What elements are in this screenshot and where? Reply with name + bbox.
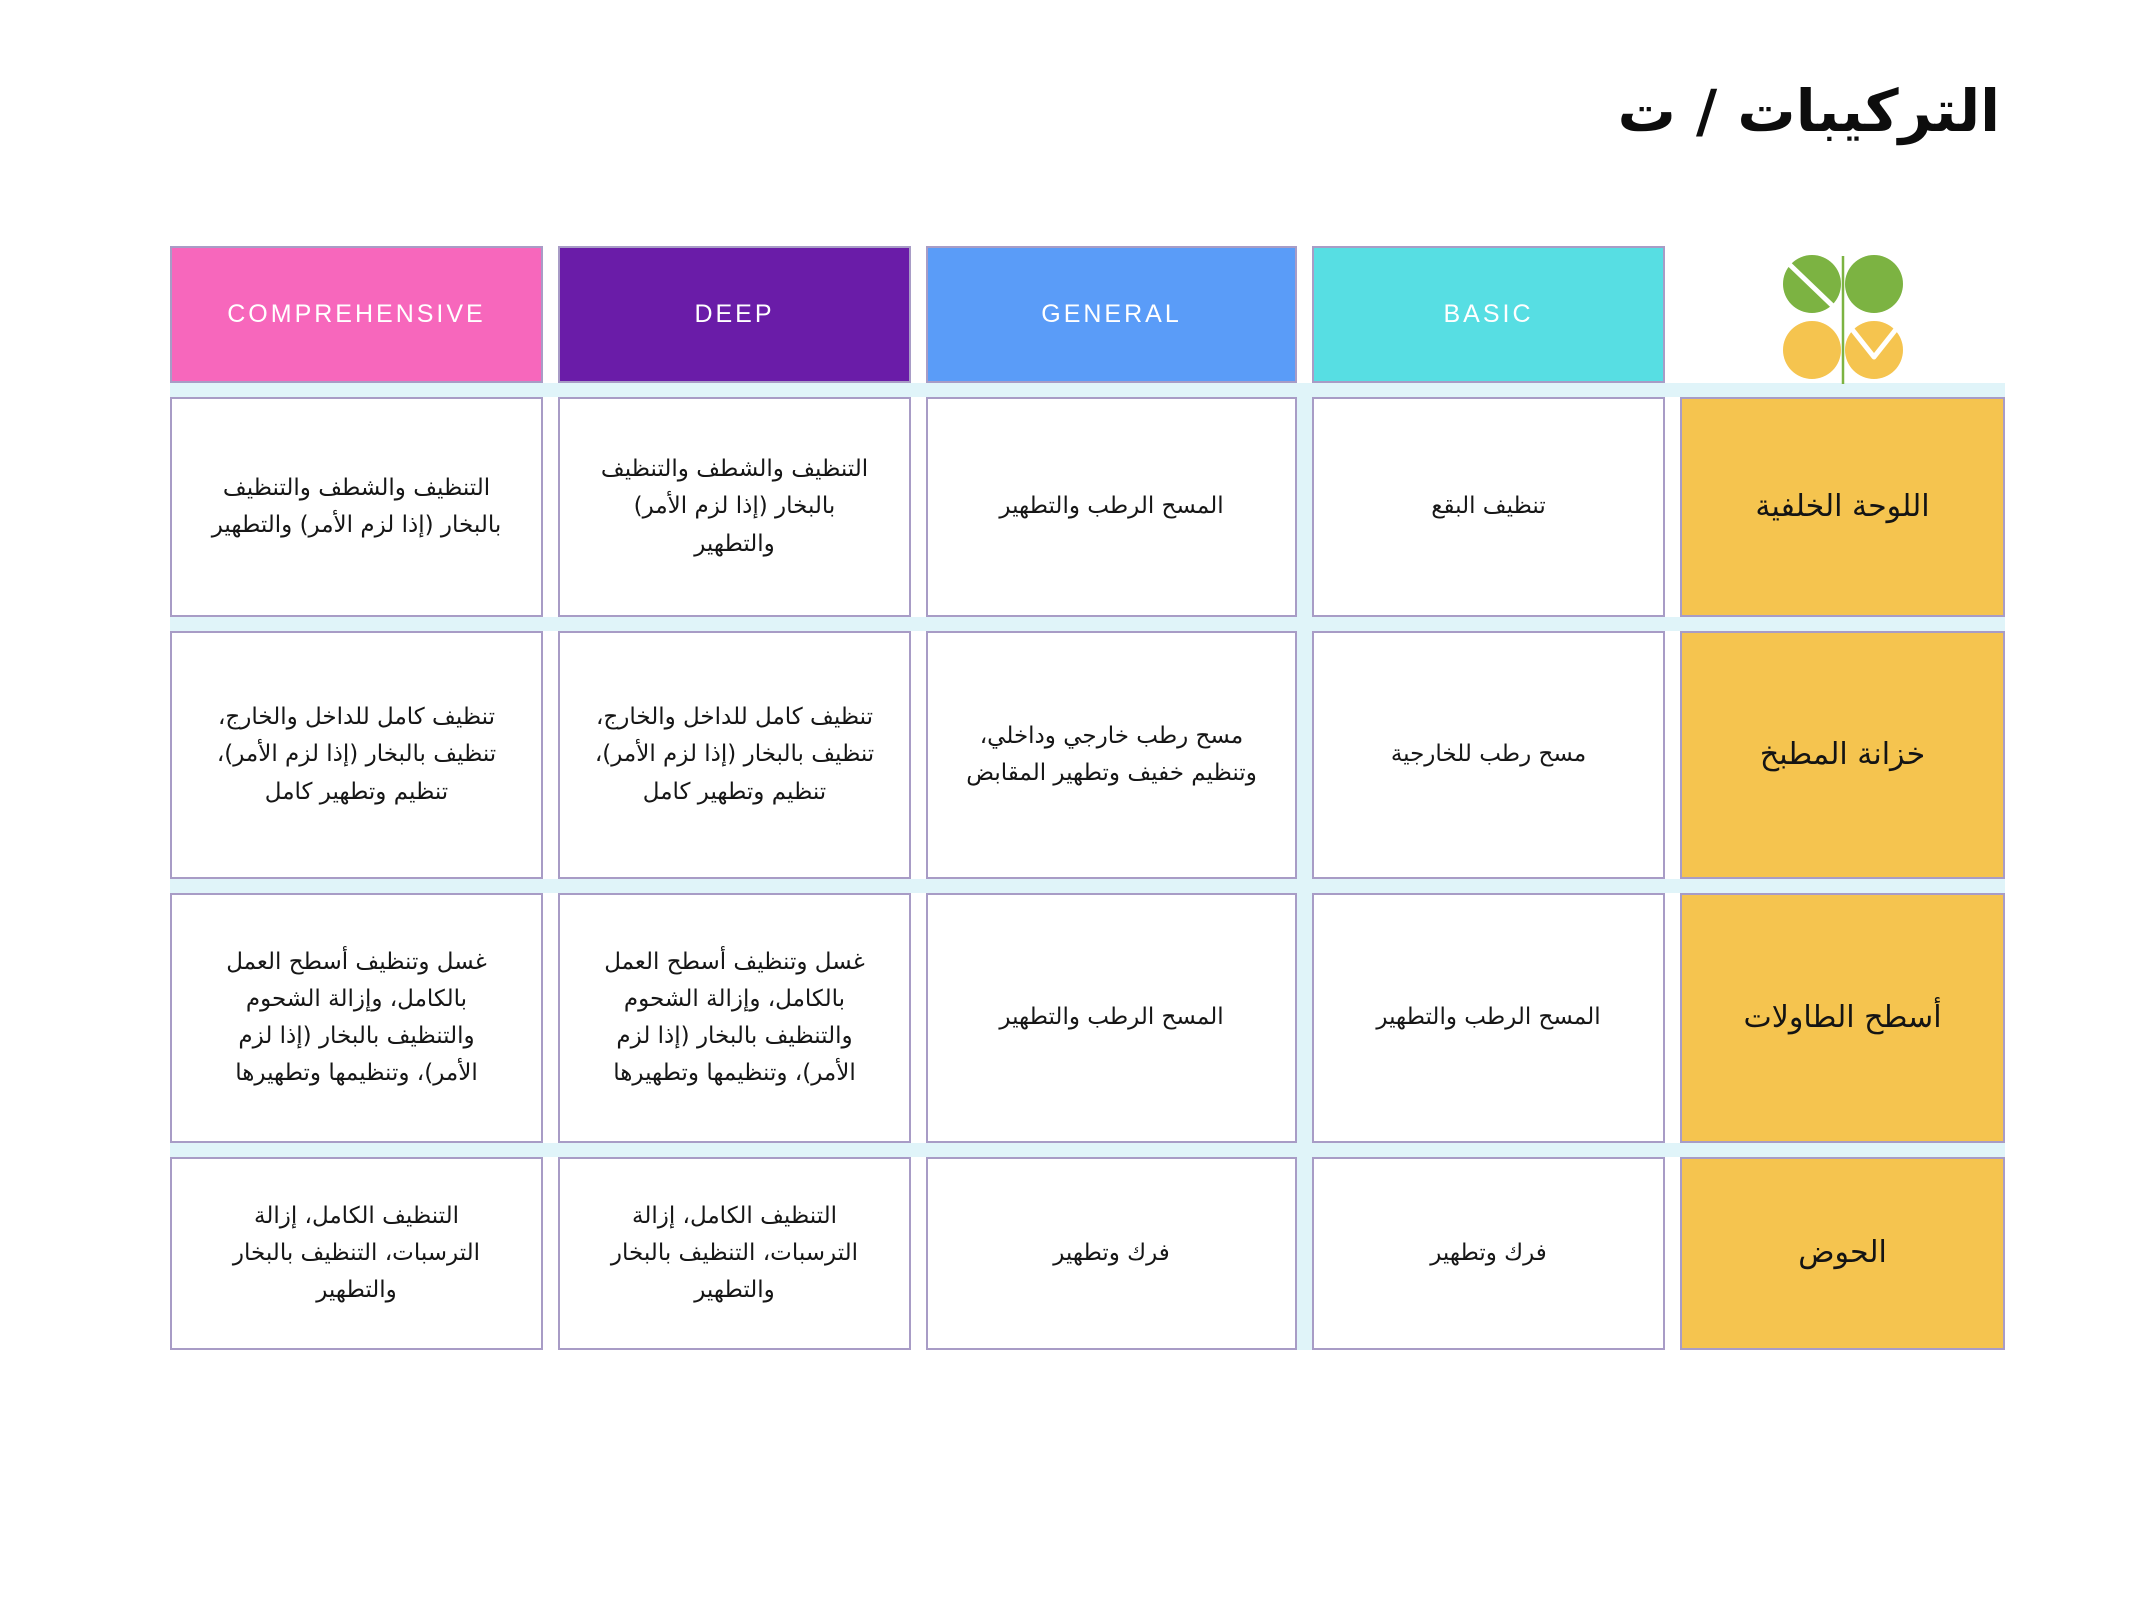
row-header-countertops: أسطح الطاولات [1680,893,2005,1143]
row-header-sink: الحوض [1680,1157,2005,1350]
row-gap-strip [170,1143,2005,1157]
cell-sink-deep: التنظيف الكامل، إزالة الترسبات، التنظيف … [558,1157,911,1350]
table-grid: BASIC GENERAL DEEP COMPREHENSIVE اللوحة … [170,246,2005,1350]
cell-cabinet-general: مسح رطب خارجي وداخلي، وتنظيم خفيف وتطهير… [926,631,1297,879]
row-gap-strip [170,383,2005,397]
column-header-basic: BASIC [1312,246,1665,383]
cell-cabinet-basic: مسح رطب للخارجية [1312,631,1665,879]
cell-sink-comprehensive: التنظيف الكامل، إزالة الترسبات، التنظيف … [170,1157,543,1350]
cell-backsplash-comprehensive: التنظيف والشطف والتنظيف بالبخار (إذا لزم… [170,397,543,617]
column-header-deep: DEEP [558,246,911,383]
row-header-backsplash: اللوحة الخلفية [1680,397,2005,617]
cell-backsplash-deep: التنظيف والشطف والتنظيف بالبخار (إذا لزم… [558,397,911,617]
cell-countertops-basic: المسح الرطب والتطهير [1312,893,1665,1143]
row-gap-strip [170,879,2005,893]
cell-countertops-comprehensive: غسل وتنظيف أسطح العمل بالكامل، وإزالة ال… [170,893,543,1143]
cell-cabinet-deep: تنظيف كامل للداخل والخارج، تنظيف بالبخار… [558,631,911,879]
four-circles-logo-icon [1782,255,1903,384]
cell-countertops-general: المسح الرطب والتطهير [926,893,1297,1143]
cell-backsplash-general: المسح الرطب والتطهير [926,397,1297,617]
cell-sink-general: فرك وتطهير [926,1157,1297,1350]
logo-cell [1680,246,2005,384]
page-title: التركيبات / ت [1617,76,2000,145]
cell-cabinet-comprehensive: تنظيف كامل للداخل والخارج، تنظيف بالبخار… [170,631,543,879]
cell-sink-basic: فرك وتطهير [1312,1157,1665,1350]
row-gap-strip [170,617,2005,631]
column-gap-strip [1297,383,1312,1350]
column-header-comprehensive: COMPREHENSIVE [170,246,543,383]
cell-countertops-deep: غسل وتنظيف أسطح العمل بالكامل، وإزالة ال… [558,893,911,1143]
row-header-kitchen-cabinet: خزانة المطبخ [1680,631,2005,879]
column-header-general: GENERAL [926,246,1297,383]
cell-backsplash-basic: تنظيف البقع [1312,397,1665,617]
comparison-table: BASIC GENERAL DEEP COMPREHENSIVE اللوحة … [170,246,2005,1350]
